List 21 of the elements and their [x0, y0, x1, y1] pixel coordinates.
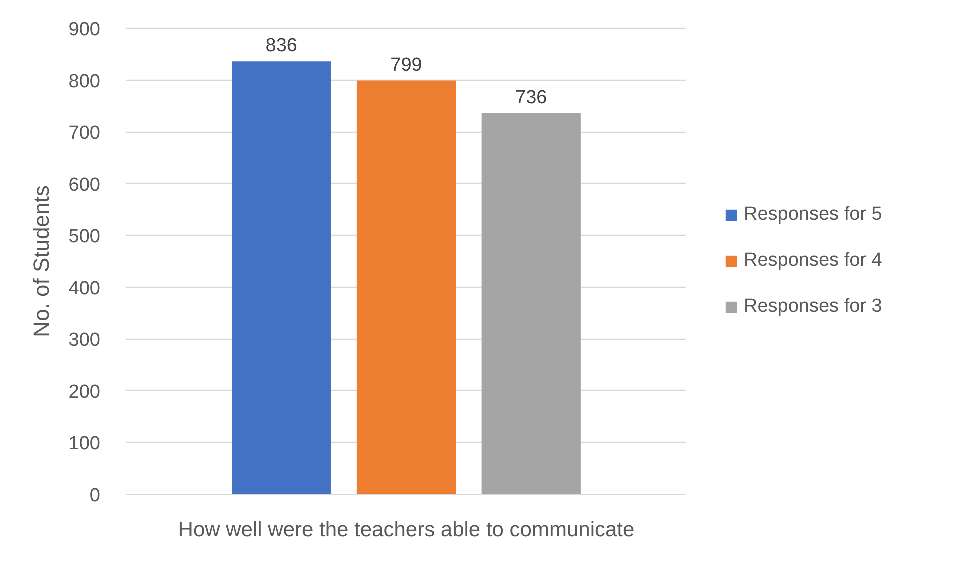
legend-label: Responses for 5 — [744, 204, 882, 226]
data-label: 736 — [516, 87, 548, 108]
y-tick-label: 100 — [68, 434, 100, 455]
y-axis-title: No. of Students — [28, 186, 54, 338]
y-tick-label: 600 — [68, 174, 100, 196]
bar — [356, 80, 456, 494]
data-label: 836 — [266, 36, 298, 57]
y-tick-label: 200 — [68, 382, 100, 403]
y-tick-label: 800 — [68, 71, 100, 92]
x-tick-label: How well were the teachers able to communicate — [178, 518, 635, 542]
y-tick-label: 0 — [90, 486, 101, 506]
legend-label: Responses for 4 — [744, 250, 882, 272]
bar — [482, 113, 581, 494]
y-tick-label: 500 — [68, 226, 100, 248]
y-tick-label: 700 — [68, 123, 100, 144]
data-label: 799 — [390, 54, 422, 76]
y-tick-label: 900 — [68, 20, 100, 40]
legend-label: Responses for 3 — [744, 296, 882, 318]
y-tick-label: 400 — [68, 278, 100, 300]
y-tick-label: 300 — [68, 330, 100, 352]
bar — [232, 62, 332, 494]
